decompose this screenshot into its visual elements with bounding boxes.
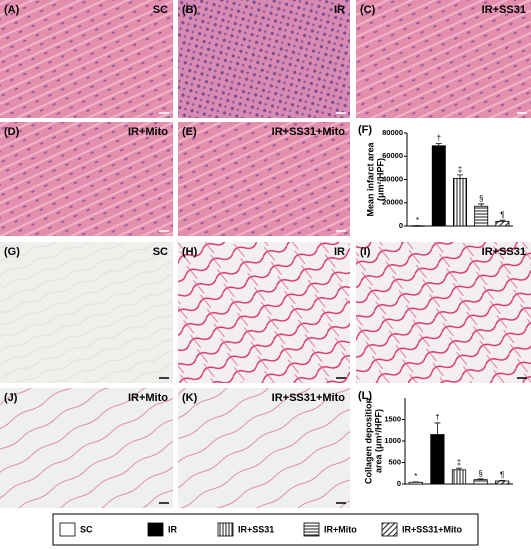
error-bar bbox=[435, 143, 442, 146]
significance-mark: § bbox=[479, 194, 483, 203]
significance-mark: § bbox=[478, 469, 482, 478]
error-bar bbox=[477, 478, 484, 480]
y-axis-label: (μm²/HPF) bbox=[375, 158, 385, 201]
panel-label: IR+SS31 bbox=[482, 4, 526, 16]
y-tick-label: 0 bbox=[397, 479, 401, 488]
legend-swatch bbox=[217, 522, 234, 537]
histology-image bbox=[356, 0, 531, 118]
legend-swatch bbox=[303, 522, 320, 537]
legend-label: IR+SS31+Mito bbox=[402, 524, 463, 534]
panel-letter: (B) bbox=[182, 4, 198, 16]
panel-label: IR+SS31 bbox=[482, 246, 526, 258]
bar bbox=[453, 177, 467, 227]
histology-image bbox=[178, 242, 350, 383]
y-tick-label: 60000 bbox=[382, 151, 403, 160]
error-bar bbox=[456, 467, 462, 470]
error-bar bbox=[434, 422, 441, 435]
y-tick-label: 20000 bbox=[382, 198, 403, 207]
significance-mark: * bbox=[414, 472, 417, 481]
histology-image bbox=[0, 242, 173, 383]
histology-image bbox=[0, 388, 173, 508]
significance-mark: ¶ bbox=[500, 471, 504, 480]
significance-mark: * bbox=[416, 216, 419, 225]
y-tick-label: 1000 bbox=[384, 436, 401, 445]
bar bbox=[451, 469, 467, 485]
panel-label: SC bbox=[153, 4, 168, 16]
panel-letter: (G) bbox=[4, 246, 20, 258]
image-panels: (A) SC (B) IR (C) IR+SS31 (D) IR+Mito (E) IR+SS31… bbox=[0, 0, 531, 508]
charts: (F) Mean infarct area (μm²/HPF) 0 20000 40000… bbox=[358, 124, 513, 488]
significance-mark: ‡ bbox=[458, 165, 462, 174]
significance-mark: ¶ bbox=[500, 210, 504, 219]
y-tick-label: 40000 bbox=[382, 174, 403, 183]
panel-letter: (F) bbox=[358, 124, 372, 136]
histology-image bbox=[178, 122, 350, 236]
bar bbox=[408, 481, 423, 485]
panel-label: IR+Mito bbox=[128, 392, 168, 404]
panel-label: IR bbox=[334, 4, 345, 16]
y-tick-label: 1500 bbox=[384, 414, 401, 423]
panel-label: IR+SS31+Mito bbox=[272, 392, 346, 404]
y-tick-label: 500 bbox=[388, 457, 401, 466]
y-axis-label: Collagen deposition bbox=[363, 398, 373, 484]
legend-swatch bbox=[59, 522, 76, 537]
panel-label: IR+SS31+Mito bbox=[272, 126, 346, 138]
y-axis-label: area (μm²/HPF) bbox=[373, 409, 383, 473]
legend-label: SC bbox=[80, 524, 93, 534]
histology-image bbox=[356, 242, 531, 383]
legend-swatch bbox=[147, 522, 164, 537]
panel-letter: (I) bbox=[360, 246, 371, 258]
legend-label: IR+Mito bbox=[324, 524, 357, 534]
panel-letter: (H) bbox=[182, 246, 198, 258]
significance-mark: † bbox=[437, 134, 441, 143]
error-bar bbox=[457, 174, 463, 179]
bar bbox=[495, 480, 510, 485]
y-tick-label: 0 bbox=[399, 221, 403, 230]
bar bbox=[431, 145, 446, 227]
y-axis-label: Mean infarct area bbox=[365, 141, 375, 216]
bar bbox=[474, 205, 489, 227]
panel-letter: (D) bbox=[4, 126, 20, 138]
bar bbox=[430, 434, 445, 485]
panel-label: IR+Mito bbox=[128, 126, 168, 138]
panel-letter: (K) bbox=[182, 392, 198, 404]
panel-label: IR bbox=[334, 246, 345, 258]
legend-label: IR bbox=[168, 524, 178, 534]
histology-image bbox=[0, 0, 173, 118]
legend-swatch bbox=[381, 522, 398, 537]
panel-letter: (L) bbox=[358, 390, 372, 402]
histology-image bbox=[178, 0, 350, 118]
bar bbox=[495, 220, 510, 227]
error-bar bbox=[499, 219, 506, 222]
legend: SC IR IR+SS31 IR+Mito IR+SS31+Mito bbox=[59, 522, 463, 537]
panel-letter: (J) bbox=[4, 392, 18, 404]
panel-letter: (A) bbox=[4, 4, 20, 16]
panel-letter: (C) bbox=[360, 4, 376, 16]
bar bbox=[473, 479, 488, 485]
histology-image bbox=[178, 388, 350, 508]
significance-mark: ‡ bbox=[457, 458, 461, 467]
legend-box bbox=[52, 513, 479, 546]
histology-image bbox=[0, 122, 173, 236]
error-bar bbox=[478, 203, 485, 207]
panel-letter: (E) bbox=[182, 126, 197, 138]
legend-label: IR+SS31 bbox=[238, 524, 274, 534]
significance-mark: † bbox=[435, 413, 439, 422]
panel-label: SC bbox=[153, 246, 168, 258]
y-tick-label: 80000 bbox=[382, 128, 403, 137]
